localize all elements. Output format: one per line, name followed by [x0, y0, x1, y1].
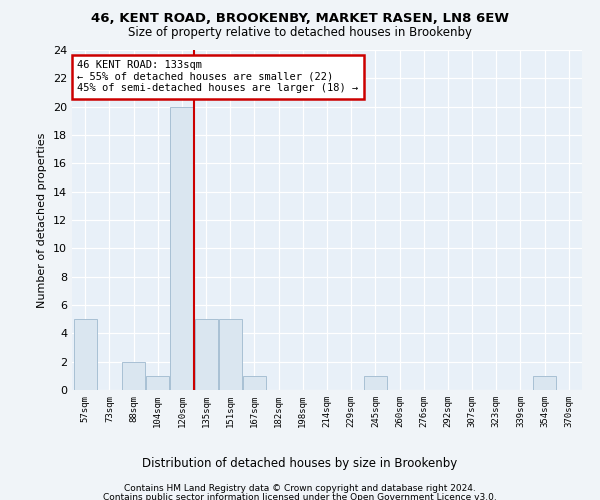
Text: 46 KENT ROAD: 133sqm
← 55% of detached houses are smaller (22)
45% of semi-detac: 46 KENT ROAD: 133sqm ← 55% of detached h… — [77, 60, 358, 94]
Y-axis label: Number of detached properties: Number of detached properties — [37, 132, 47, 308]
Bar — [194, 319, 218, 390]
Text: Size of property relative to detached houses in Brookenby: Size of property relative to detached ho… — [128, 26, 472, 39]
Bar — [170, 106, 193, 390]
Text: 46, KENT ROAD, BROOKENBY, MARKET RASEN, LN8 6EW: 46, KENT ROAD, BROOKENBY, MARKET RASEN, … — [91, 12, 509, 26]
Bar — [364, 376, 387, 390]
Text: Distribution of detached houses by size in Brookenby: Distribution of detached houses by size … — [142, 458, 458, 470]
Bar — [219, 319, 242, 390]
Bar — [146, 376, 169, 390]
Text: Contains HM Land Registry data © Crown copyright and database right 2024.: Contains HM Land Registry data © Crown c… — [124, 484, 476, 493]
Bar — [74, 319, 97, 390]
Bar — [243, 376, 266, 390]
Bar — [122, 362, 145, 390]
Bar — [533, 376, 556, 390]
Text: Contains public sector information licensed under the Open Government Licence v3: Contains public sector information licen… — [103, 493, 497, 500]
